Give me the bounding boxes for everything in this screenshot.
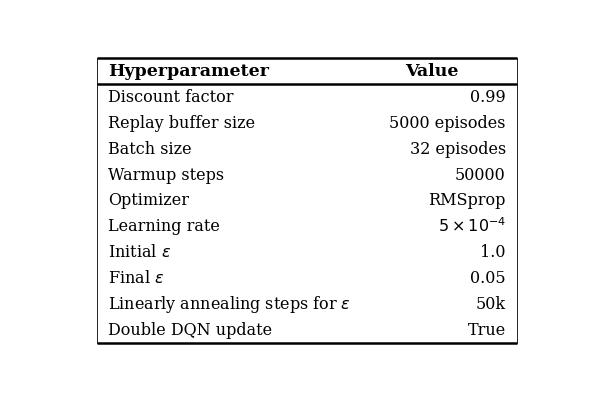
Text: Hyperparameter: Hyperparameter [108, 63, 269, 80]
Text: True: True [468, 322, 506, 339]
Text: Replay buffer size: Replay buffer size [108, 115, 255, 132]
Text: $5 \times 10^{-4}$: $5 \times 10^{-4}$ [438, 218, 506, 236]
Text: 32 episodes: 32 episodes [409, 140, 506, 158]
Text: 0.99: 0.99 [470, 89, 506, 106]
Text: Learning rate: Learning rate [108, 219, 220, 235]
Text: Final $\epsilon$: Final $\epsilon$ [108, 270, 165, 287]
Text: Value: Value [405, 63, 459, 80]
Text: 0.05: 0.05 [470, 270, 506, 287]
Text: 5000 episodes: 5000 episodes [389, 115, 506, 132]
Text: Initial $\epsilon$: Initial $\epsilon$ [108, 244, 171, 261]
Text: Warmup steps: Warmup steps [108, 167, 224, 183]
Text: 50k: 50k [476, 296, 506, 313]
Text: 1.0: 1.0 [480, 244, 506, 261]
Text: RMSprop: RMSprop [428, 193, 506, 209]
Text: Linearly annealing steps for $\epsilon$: Linearly annealing steps for $\epsilon$ [108, 294, 351, 315]
Text: Discount factor: Discount factor [108, 89, 234, 106]
Text: 50000: 50000 [455, 167, 506, 183]
Text: Optimizer: Optimizer [108, 193, 189, 209]
Text: Double DQN update: Double DQN update [108, 322, 272, 339]
Text: Batch size: Batch size [108, 140, 192, 158]
